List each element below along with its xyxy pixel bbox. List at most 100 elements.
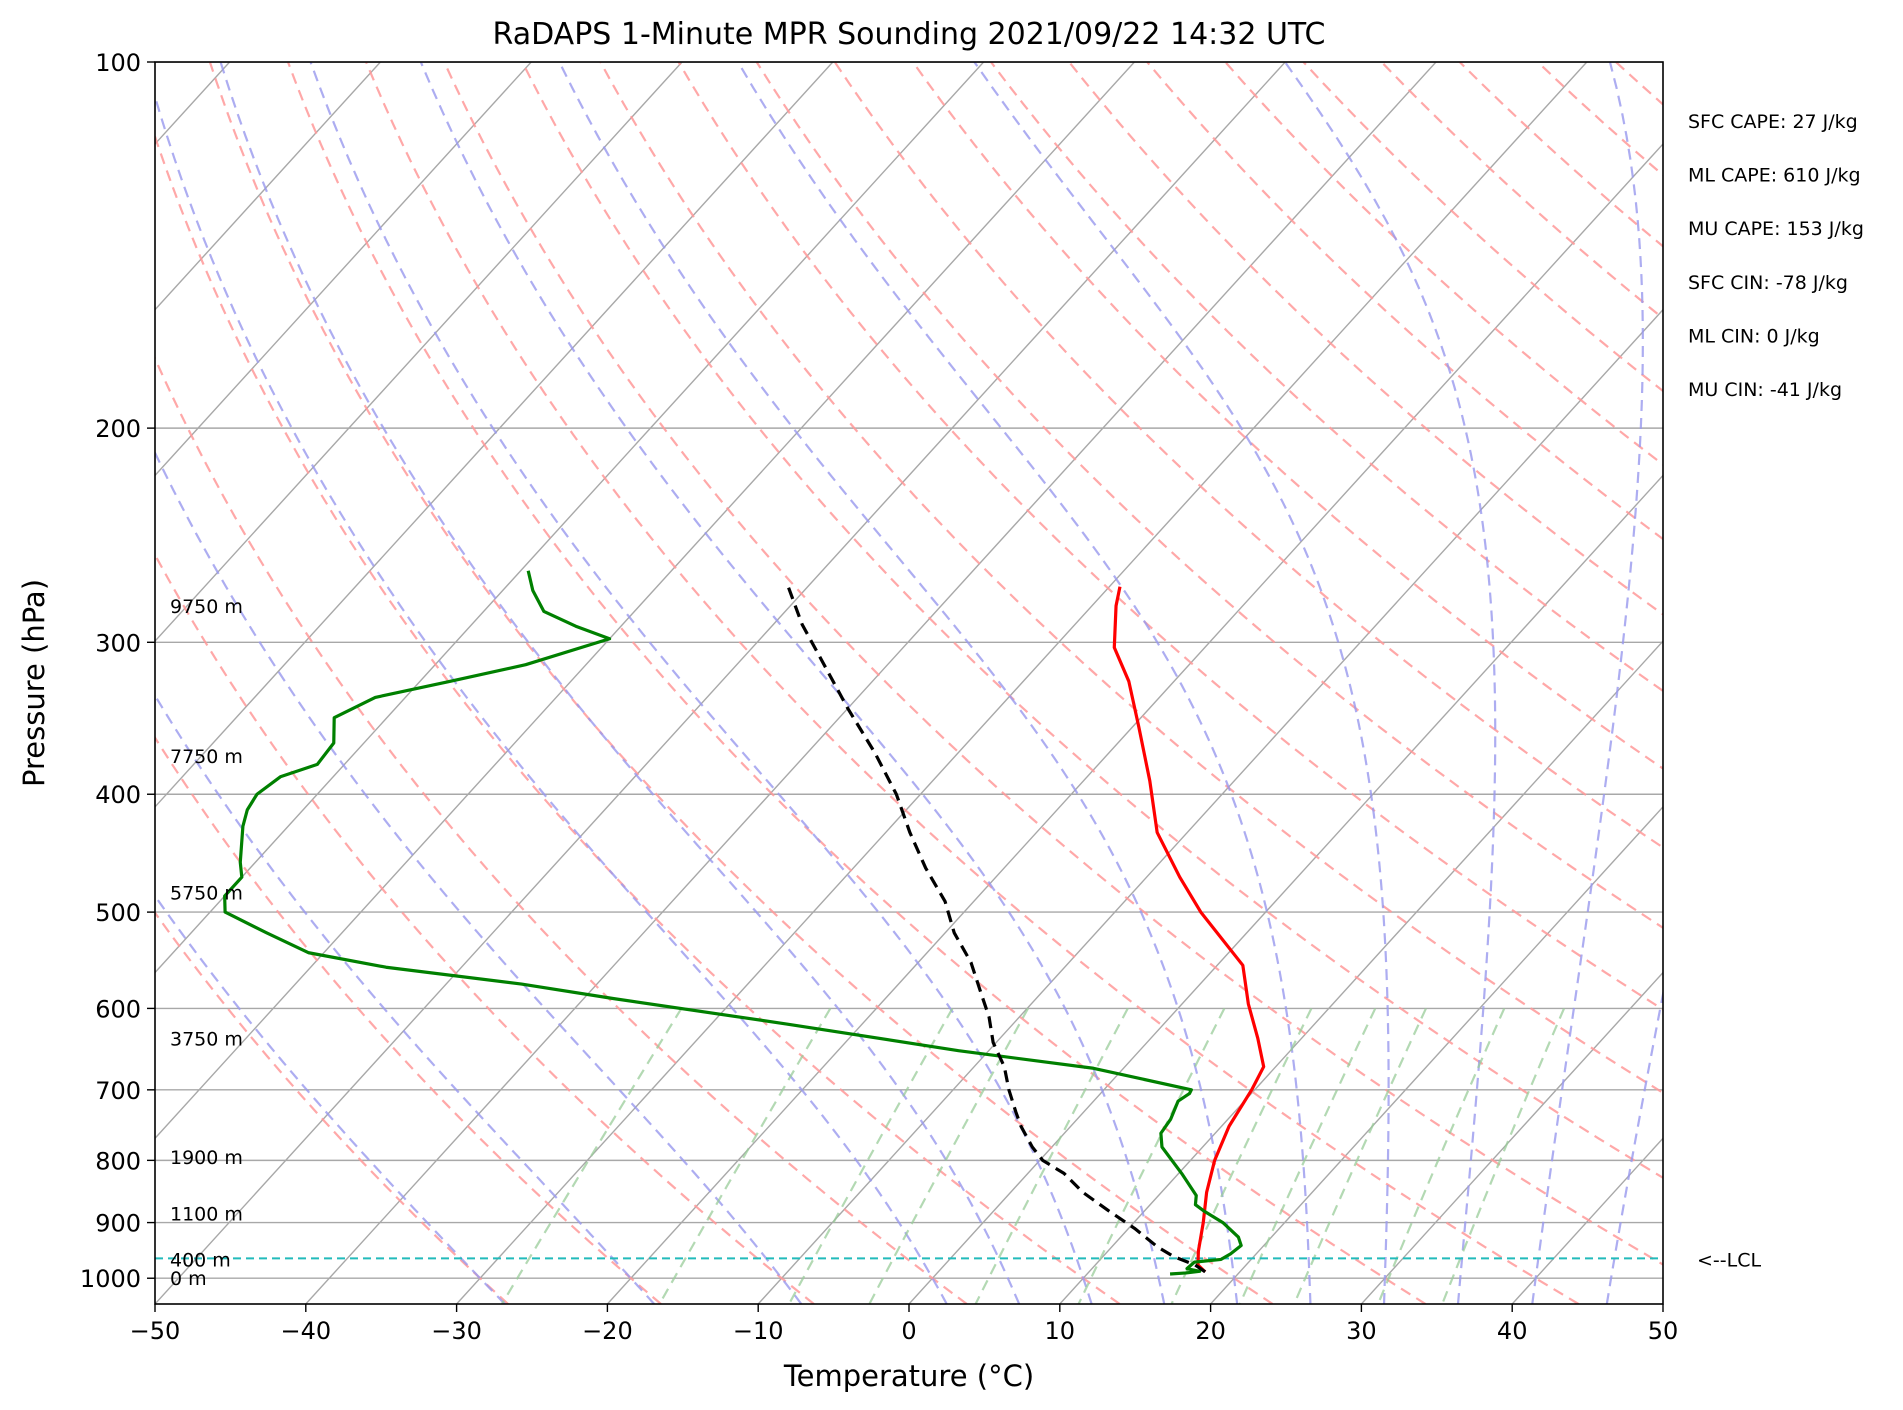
dry-adiabat-line	[521, 62, 1663, 1180]
y-tick-label: 600	[95, 995, 141, 1023]
x-tick-label: −20	[582, 1317, 633, 1345]
stability-index-text: MU CAPE: 153 J/kg	[1688, 218, 1864, 240]
dry-adiabat-line	[1068, 62, 1663, 616]
mixing-ratio-line	[788, 1007, 954, 1304]
isotherm-line	[1662, 1302, 1663, 1304]
dry-adiabat-line	[833, 62, 1663, 849]
x-tick-label: −30	[431, 1317, 482, 1345]
isotherm-line	[155, 62, 1135, 1140]
plot-frame	[154, 61, 1664, 1305]
moist-adiabat-line	[155, 894, 506, 1304]
moist-adiabat-line	[558, 62, 1239, 1304]
dry-adiabat-line	[911, 62, 1663, 770]
y-axis-label: Pressure (hPa)	[17, 579, 51, 787]
isotherm-line	[1210, 805, 1663, 1304]
mixing-ratio-line	[500, 1007, 683, 1304]
moist-adiabat-line	[419, 62, 1166, 1304]
x-tick-label: −50	[130, 1317, 181, 1345]
moist-adiabat-line	[1605, 988, 1663, 1304]
stability-index-text: MU CIN: -41 J/kg	[1688, 379, 1842, 401]
dry-adiabat-line	[1772, 62, 1903, 1304]
x-tick-label: 40	[1497, 1317, 1528, 1345]
isotherm-line	[155, 62, 1286, 1304]
mixing-ratio-line	[658, 1007, 832, 1304]
dewpoint-profile-line	[223, 570, 1243, 1276]
isotherm-line	[908, 474, 1663, 1304]
height-labels: 9750 m 7750 m 5750 m 3750 m 1900 m 1100 m 400 …	[170, 596, 243, 1290]
x-tick-label: 0	[901, 1317, 916, 1345]
mixing-ratio-line	[1238, 1007, 1377, 1304]
dry-adiabat-line	[286, 62, 1427, 1304]
isotherm-line	[1814, 62, 1903, 1304]
dry-adiabat-line	[1146, 62, 1663, 541]
x-tick-label: 10	[1045, 1317, 1076, 1345]
chart-title: RaDAPS 1-Minute MPR Sounding 2021/09/22 …	[493, 17, 1326, 52]
mixing-ratio-line	[1170, 1007, 1313, 1304]
moist-adiabat-line	[155, 693, 655, 1304]
isotherm-line	[155, 62, 834, 808]
x-tick-label: −40	[280, 1317, 331, 1345]
height-label: 1100 m	[170, 1204, 243, 1226]
x-tick-label: 20	[1195, 1317, 1226, 1345]
isotherm-line	[1360, 971, 1663, 1304]
stability-indices: SFC CAPE: 27 J/kg ML CAPE: 610 J/kg MU CAP…	[1688, 111, 1864, 401]
x-tick-label: −10	[733, 1317, 784, 1345]
height-label: 0 m	[170, 1268, 207, 1290]
dry-adiabat-line	[365, 62, 1580, 1304]
dry-adiabat-line	[1224, 62, 1663, 466]
isotherm-line	[305, 62, 1437, 1304]
moist-adiabat-line	[1531, 62, 1644, 1304]
y-tick-label: 100	[95, 49, 141, 77]
dry-adiabat-line	[755, 62, 1663, 930]
isotherm-line	[155, 62, 381, 311]
x-tick-label: 50	[1648, 1317, 1679, 1345]
dry-adiabat-line	[155, 355, 968, 1304]
height-label: 9750 m	[170, 596, 243, 618]
dry-adiabat-line	[1302, 62, 1663, 393]
dry-adiabat-line	[677, 62, 1663, 1011]
y-tick-label: 400	[95, 781, 141, 809]
mixing-ratio-line	[1377, 1007, 1506, 1304]
x-tick-label: 30	[1346, 1317, 1377, 1345]
y-tick-label: 300	[95, 629, 141, 657]
dry-adiabat-line	[1380, 62, 1663, 320]
plot-border	[154, 61, 1664, 1305]
mixing-ratio-line	[974, 1007, 1129, 1304]
series-layer	[223, 570, 1266, 1276]
height-label: 400 m	[170, 1249, 231, 1271]
moist-adiabat-line	[1284, 62, 1497, 1304]
axis-ticks: −50 −40 −30 −20 −10 0 10 20 30 40 50 100 200 300 400 50…	[80, 49, 1678, 1345]
background-lines	[155, 62, 1903, 1304]
dry-adiabat-line	[1694, 62, 1903, 1304]
parcel-profile-line	[786, 586, 1207, 1274]
y-tick-label: 500	[95, 899, 141, 927]
isotherm-line	[155, 62, 985, 974]
mixing-ratio-line	[1293, 1007, 1427, 1304]
y-tick-label: 1000	[80, 1265, 141, 1293]
moist-adiabat-line	[309, 62, 1093, 1304]
isotherm-line	[1511, 1137, 1663, 1304]
stability-index-text: SFC CAPE: 27 J/kg	[1688, 111, 1858, 133]
moist-adiabat-line	[219, 62, 1021, 1304]
x-axis-label: Temperature (°C)	[783, 1359, 1034, 1393]
dry-adiabat-line	[1536, 62, 1663, 177]
stability-index-text: ML CAPE: 610 J/kg	[1688, 165, 1861, 187]
dry-adiabat-line	[1458, 62, 1663, 248]
dry-adiabat-line	[1615, 62, 1663, 106]
stability-index-text: SFC CIN: -78 J/kg	[1688, 272, 1848, 294]
dry-adiabat-line	[599, 62, 1663, 1095]
y-tick-label: 700	[95, 1077, 141, 1105]
dry-adiabat-line	[990, 62, 1663, 693]
dry-adiabat-line	[443, 62, 1663, 1266]
y-tick-label: 200	[95, 415, 141, 443]
stability-index-text: ML CIN: 0 J/kg	[1688, 325, 1820, 347]
lcl-label: <--LCL	[1697, 1249, 1761, 1271]
isotherm-line	[155, 62, 683, 643]
moist-adiabat-line	[155, 92, 948, 1304]
height-label: 1900 m	[170, 1147, 243, 1169]
y-tick-label: 900	[95, 1210, 141, 1238]
temperature-profile-line	[1112, 586, 1266, 1273]
dry-adiabat-line	[208, 62, 1274, 1304]
